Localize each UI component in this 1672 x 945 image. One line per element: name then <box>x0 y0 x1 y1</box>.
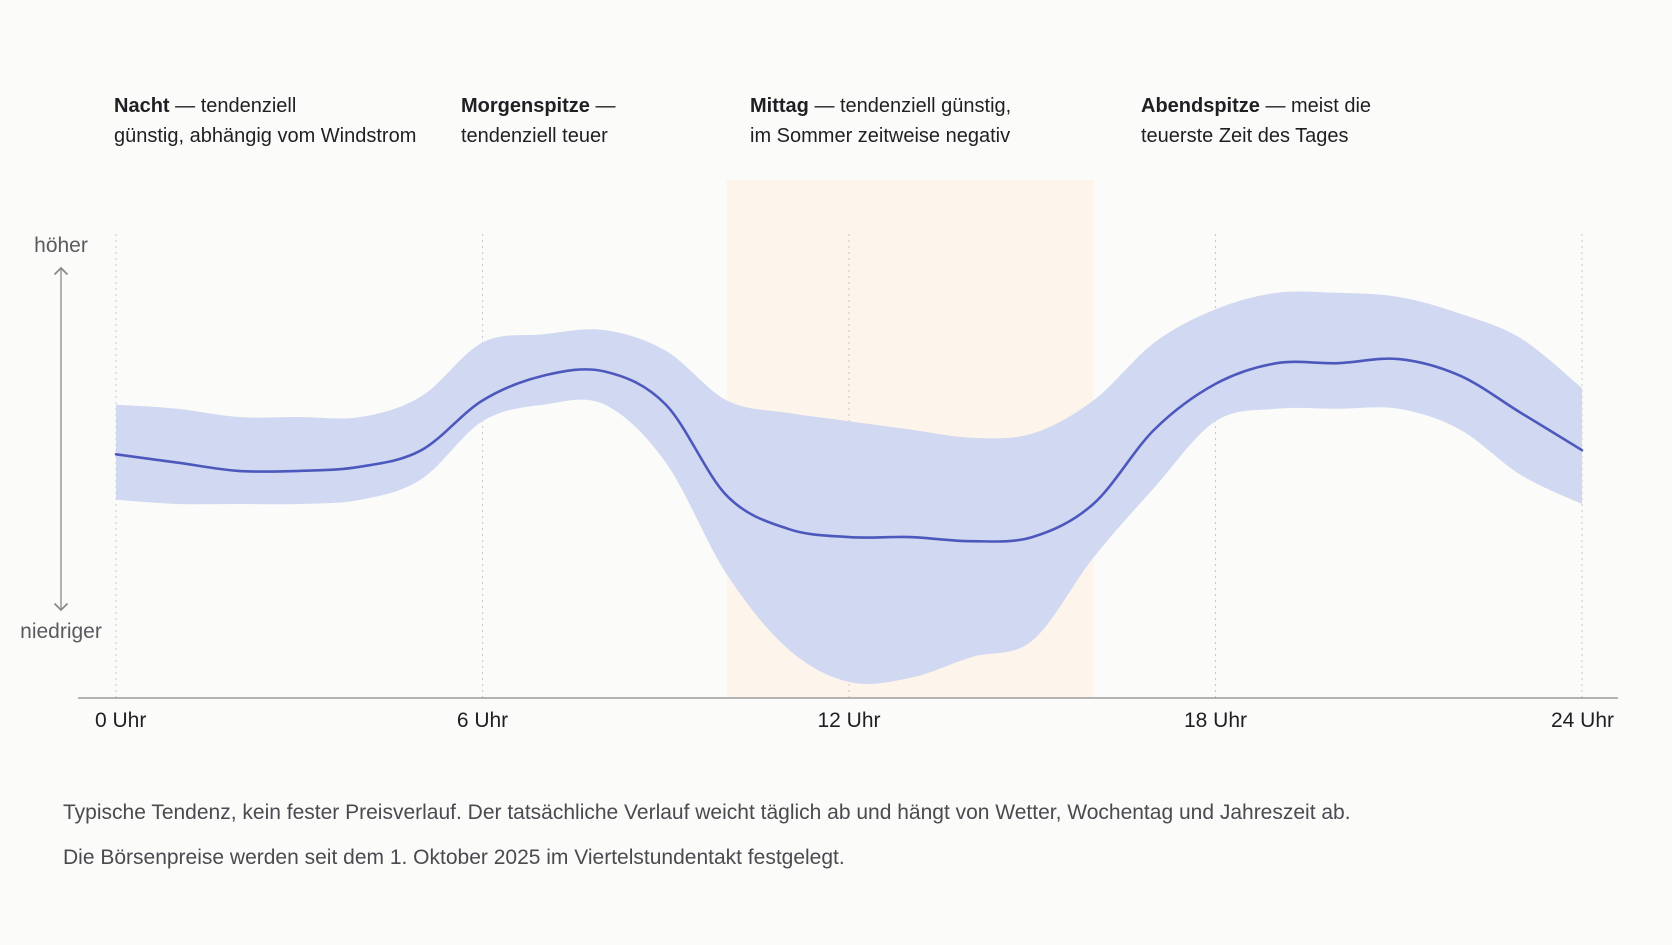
note-quarter-hour: Die Börsenpreise werden seit dem 1. Okto… <box>63 846 845 869</box>
annotation-night-text-2: günstig, abhängig vom Windstrom <box>114 125 417 147</box>
annotation-midday-text-1: — tendenziell günstig, <box>808 95 1012 117</box>
annotation-midday-title: Mittag <box>750 95 809 117</box>
x-tick-label-0: 0 Uhr <box>95 709 146 732</box>
annotation-morning-peak: Morgenspitze — tendenziell teuer <box>461 91 615 151</box>
annotation-morning-peak-text-1: — <box>589 95 616 117</box>
annotation-midday-text-2: im Sommer zeitweise negativ <box>750 125 1011 147</box>
annotation-night-title: Nacht <box>114 95 170 117</box>
typical-price-line <box>114 357 1584 543</box>
annotation-evening-peak-text-2: teuerste Zeit des Tages <box>1141 125 1349 147</box>
y-label-higher: höher <box>34 234 88 257</box>
note-tendency: Typische Tendenz, kein fester Preisverla… <box>63 801 1351 824</box>
annotation-morning-peak-title: Morgenspitze <box>461 95 590 117</box>
annotation-evening-peak-text-1: — meist die <box>1259 95 1372 117</box>
annotation-midday: Mittag — tendenziell günstig, im Sommer … <box>750 91 1011 151</box>
x-tick-label-1: 6 Uhr <box>457 709 508 732</box>
annotation-night-text-1: — tendenziell <box>169 95 297 117</box>
y-label-lower: niedriger <box>20 620 102 643</box>
annotation-evening-peak-title: Abendspitze <box>1141 95 1260 117</box>
price-range-band <box>116 291 1582 685</box>
x-tick-label-2: 12 Uhr <box>817 709 880 732</box>
x-tick-label-3: 18 Uhr <box>1184 709 1247 732</box>
annotation-evening-peak: Abendspitze — meist die teuerste Zeit de… <box>1141 91 1371 151</box>
annotation-night: Nacht — tendenziell günstig, abhängig vo… <box>114 91 416 151</box>
annotation-morning-peak-text-2: tendenziell teuer <box>461 125 608 147</box>
x-tick-label-4: 24 Uhr <box>1551 709 1614 732</box>
